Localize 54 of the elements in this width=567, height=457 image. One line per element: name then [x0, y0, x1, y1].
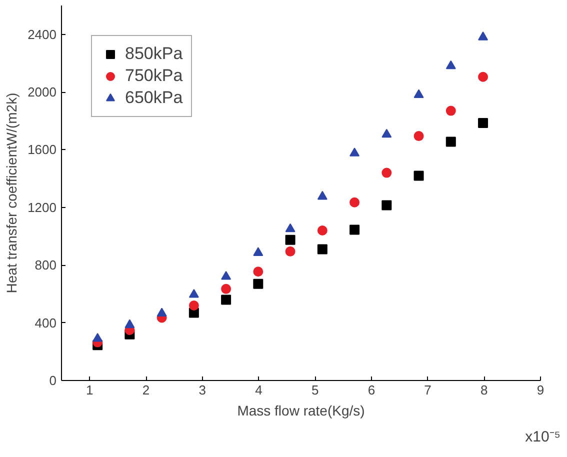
point [350, 224, 360, 235]
legend-label: 750kPa [125, 66, 183, 86]
point [446, 136, 456, 147]
point [414, 131, 424, 142]
y-tick-label: 400 [34, 315, 57, 330]
point [317, 190, 328, 200]
point [221, 270, 232, 280]
x-tick-label: 6 [368, 382, 376, 398]
point [478, 72, 488, 82]
point [221, 284, 232, 294]
x-tick-label: 9 [536, 382, 544, 398]
x-tick-label: 4 [255, 382, 262, 398]
y-tick-label: 2000 [28, 84, 56, 100]
y-tick-label: 800 [34, 258, 57, 273]
x-tick-label: 7 [424, 382, 432, 398]
point [317, 244, 328, 254]
point [478, 32, 488, 40]
point [446, 106, 456, 116]
point [156, 308, 167, 317]
y-axis-title: Heat transfer coefficientW/(m2k) [4, 92, 20, 294]
point [382, 128, 392, 138]
point [350, 197, 360, 208]
legend-label: 850kPa [125, 44, 183, 64]
point [253, 247, 264, 256]
point [92, 332, 103, 342]
x-tick-label: 1 [86, 382, 94, 398]
x-tick-label: 5 [311, 382, 319, 398]
point [478, 118, 488, 128]
point [382, 168, 392, 178]
point [285, 223, 296, 232]
x-tick-label: 2 [142, 382, 150, 398]
point [350, 148, 360, 156]
point [446, 60, 456, 70]
y-tick-label: 0 [49, 373, 57, 388]
legend-label: 650kPa [125, 88, 183, 108]
point [253, 266, 264, 277]
y-tick-label: 2400 [28, 26, 56, 42]
point [285, 234, 296, 245]
point [253, 278, 264, 289]
point [285, 246, 296, 256]
text: x10⁻⁵ [525, 428, 561, 446]
point [317, 226, 328, 236]
y-tick-label: 1600 [28, 142, 56, 158]
point [414, 89, 424, 98]
point [382, 200, 392, 210]
point [188, 300, 199, 310]
point [414, 170, 424, 181]
point [124, 319, 135, 328]
y-tick-label: 1200 [28, 200, 56, 215]
point [221, 294, 232, 305]
x-tick-label: 8 [480, 382, 488, 398]
x-axis-title: Mass flow rate(Kg/s) [237, 402, 365, 418]
x-tick-label: 3 [198, 382, 206, 398]
point [188, 288, 199, 298]
